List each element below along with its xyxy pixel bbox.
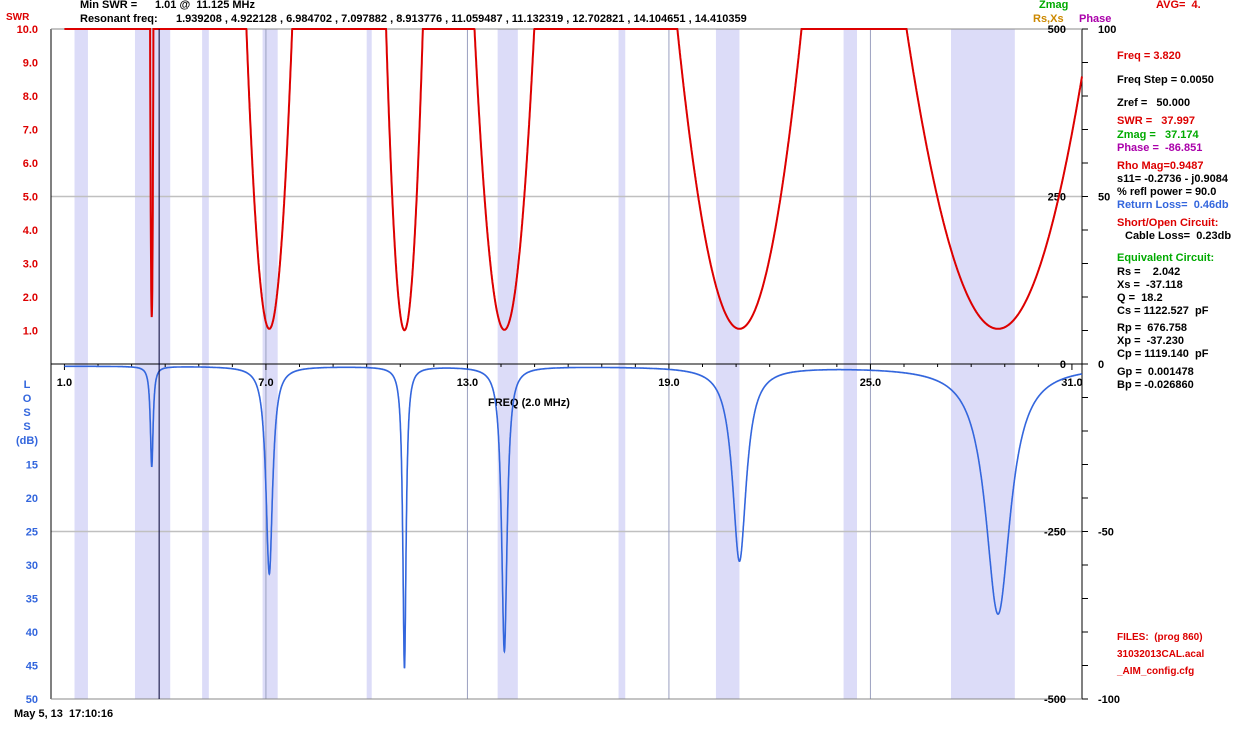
loss-axis-label: L O S S (dB) <box>16 379 38 447</box>
phase-tick-label: 0 <box>1098 359 1104 371</box>
zmag-readout: Zmag = 37.174 <box>1117 129 1199 141</box>
swr-tick-label: 7.0 <box>23 125 38 137</box>
xs-readout: Xs = -37.118 <box>1117 279 1183 291</box>
swr-tick-label: 8.0 <box>23 91 38 103</box>
short-open-heading: Short/Open Circuit: <box>1117 217 1219 229</box>
freq-tick-label: 31.0 <box>1061 377 1082 389</box>
zmag-tick-label: -500 <box>1044 694 1066 706</box>
avg-label: AVG= 4. <box>1156 0 1201 11</box>
freq-tick-label: 13.0 <box>457 377 478 389</box>
min-swr-value: 1.01 @ 11.125 MHz <box>155 0 256 11</box>
swr-tick-label: 4.0 <box>23 225 38 237</box>
file-config: _AIM_config.cfg <box>1117 666 1195 677</box>
phase-tick-label: 100 <box>1098 24 1116 36</box>
phase-readout: Phase = -86.851 <box>1117 142 1203 154</box>
resonant-freq-label: Resonant freq: <box>80 13 158 25</box>
rp-readout: Rp = 676.758 <box>1117 322 1188 334</box>
swr-tick-label: 6.0 <box>23 158 38 170</box>
freq-step-readout: Freq Step = 0.0050 <box>1117 74 1214 86</box>
cable-loss-readout: Cable Loss= 0.23db <box>1125 230 1232 242</box>
gp-readout: Gp = 0.001478 <box>1117 366 1194 378</box>
freq-tick-label: 19.0 <box>658 377 679 389</box>
files-label: FILES: (prog 860) <box>1117 632 1203 643</box>
swr-tick-label: 10.0 <box>17 24 38 36</box>
q-readout: Q = 18.2 <box>1117 292 1163 304</box>
swr-tick-label: 3.0 <box>23 259 38 271</box>
phase-tick-label: -100 <box>1098 694 1120 706</box>
zmag-tag: Zmag <box>1039 0 1069 11</box>
phase-tag: Phase <box>1079 13 1112 25</box>
s11-readout: s11= -0.2736 - j0.9084 <box>1117 173 1229 185</box>
timestamp: May 5, 13 17:10:16 <box>14 708 114 720</box>
zmag-tick-label: 0 <box>1060 359 1066 371</box>
phase-tick-label: -50 <box>1098 527 1114 539</box>
swr-series-line <box>64 28 1083 332</box>
xp-readout: Xp = -37.230 <box>1117 335 1184 347</box>
loss-tick-label: 25 <box>26 527 38 539</box>
swr-tick-label: 1.0 <box>23 326 38 338</box>
zmag-tick-label: 250 <box>1048 192 1066 204</box>
cs-readout: Cs = 1122.527 pF <box>1117 305 1209 317</box>
freq-tick-label: 7.0 <box>258 377 273 389</box>
min-swr-label: Min SWR = <box>80 0 138 11</box>
rsxs-tag: Rs,Xs <box>1033 13 1064 25</box>
rs-readout: Rs = 2.042 <box>1117 266 1181 278</box>
cp-readout: Cp = 1119.140 pF <box>1117 348 1209 360</box>
zref-readout: Zref = 50.000 <box>1117 97 1191 109</box>
loss-tick-label: 30 <box>26 560 38 572</box>
swr-tag: SWR <box>6 12 30 23</box>
refl-power-readout: % refl power = 90.0 <box>1117 186 1217 198</box>
loss-tick-label: 50 <box>26 694 38 706</box>
zmag-tick-label: -250 <box>1044 527 1066 539</box>
bp-readout: Bp = -0.026860 <box>1117 379 1194 391</box>
loss-tick-label: 40 <box>26 627 38 639</box>
freq-axis-label: FREQ (2.0 MHz) <box>488 397 570 409</box>
return-loss-readout: Return Loss= 0.46db <box>1117 199 1229 211</box>
loss-tick-label: 15 <box>26 460 38 472</box>
freq-tick-label: 25.0 <box>860 377 881 389</box>
file-acal: 31032013CAL.acal <box>1117 649 1205 660</box>
zmag-tick-label: 500 <box>1048 24 1066 36</box>
loss-tick-label: 35 <box>26 594 38 606</box>
freq-tick-label: 1.0 <box>57 377 72 389</box>
return-loss-series-line <box>64 365 1083 669</box>
freq-readout: Freq = 3.820 <box>1117 50 1181 62</box>
loss-tick-label: 45 <box>26 661 38 673</box>
swr-tick-label: 5.0 <box>23 192 38 204</box>
loss-tick-label: 20 <box>26 493 38 505</box>
equivalent-circuit-heading: Equivalent Circuit: <box>1117 252 1215 264</box>
rho-readout: Rho Mag=0.9487 <box>1117 160 1204 172</box>
swr-tick-label: 9.0 <box>23 58 38 70</box>
phase-tick-label: 50 <box>1098 192 1110 204</box>
resonant-freq-values: 1.939208 , 4.922128 , 6.984702 , 7.09788… <box>176 13 747 25</box>
swr-readout: SWR = 37.997 <box>1117 115 1195 127</box>
swr-tick-label: 2.0 <box>23 292 38 304</box>
